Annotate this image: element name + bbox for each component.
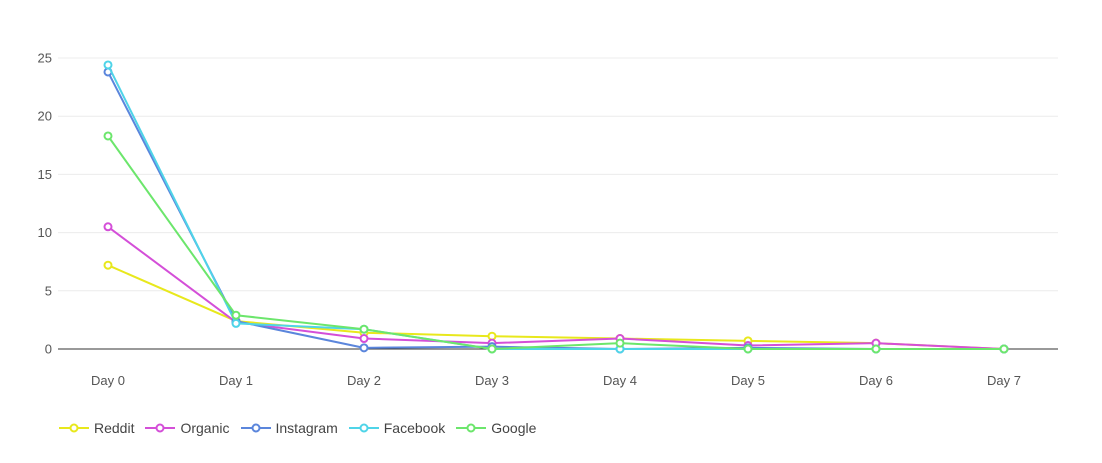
data-point-facebook <box>231 318 241 328</box>
data-point-google <box>871 344 881 354</box>
legend-label: Google <box>491 420 537 436</box>
series-line-facebook <box>107 64 1004 350</box>
data-point-google <box>615 338 625 348</box>
legend-item-reddit[interactable]: Reddit <box>58 420 134 436</box>
x-tick-label: Day 5 <box>731 373 765 388</box>
legend-item-facebook[interactable]: Facebook <box>348 420 445 436</box>
y-tick-label: 20 <box>38 109 52 124</box>
series-reddit <box>103 260 1009 354</box>
series-organic <box>103 222 1009 354</box>
series-facebook <box>103 60 1009 354</box>
x-tick-label: Day 6 <box>859 373 893 388</box>
series-line-google <box>107 135 1004 350</box>
y-tick-label: 5 <box>45 283 52 298</box>
legend-swatch-marker <box>251 423 260 433</box>
legend-swatch-instagram <box>240 423 271 433</box>
series-line-reddit <box>107 264 1005 350</box>
x-tick-label: Day 1 <box>219 373 253 388</box>
x-axis: Day 0 Day 1 Day 2 Day 3 Day 4 Day 5 Day 6 Day 7 <box>58 348 1058 388</box>
series-google <box>103 131 1009 354</box>
x-tick-label: Day 3 <box>475 373 509 388</box>
x-tick-label: Day 7 <box>987 373 1021 388</box>
data-point-organic <box>359 334 369 344</box>
data-point-google <box>487 344 497 354</box>
x-tick-label: Day 2 <box>347 373 381 388</box>
series-line-organic <box>107 225 1005 350</box>
legend-swatch-facebook <box>348 423 379 433</box>
data-point-reddit <box>103 260 113 270</box>
data-point-organic <box>103 222 113 232</box>
legend-swatch-marker <box>466 423 476 433</box>
legend-swatch-google <box>456 423 487 433</box>
legend-label: Instagram <box>275 420 338 436</box>
series-layer <box>103 60 1009 354</box>
legend-item-organic[interactable]: Organic <box>144 420 230 436</box>
x-tick-label: Day 0 <box>91 373 125 388</box>
legend-swatch-marker <box>69 423 79 433</box>
grid-lines <box>58 57 1058 292</box>
data-point-google <box>231 310 241 320</box>
x-tick-label: Day 4 <box>603 373 637 388</box>
data-point-google <box>103 131 113 141</box>
legend-label: Facebook <box>383 420 446 436</box>
data-point-google <box>999 344 1009 354</box>
data-point-google <box>359 324 369 334</box>
series-line-instagram <box>107 71 1004 350</box>
y-tick-label: 15 <box>38 167 52 182</box>
legend: Reddit Organic Instagram Facebook Google <box>58 420 536 436</box>
y-tick-label: 25 <box>38 51 52 66</box>
legend-swatch-marker <box>359 423 369 433</box>
data-point-google <box>743 344 753 354</box>
legend-swatch-marker <box>155 423 165 433</box>
series-instagram <box>103 67 1009 354</box>
legend-swatch-organic <box>145 423 176 433</box>
legend-swatch-reddit <box>59 423 89 433</box>
data-point-facebook <box>103 60 113 70</box>
legend-item-google[interactable]: Google <box>455 420 536 436</box>
data-point-instagram <box>359 343 369 353</box>
legend-label: Organic <box>180 420 230 436</box>
y-tick-label: 0 <box>45 342 52 357</box>
y-tick-label: 10 <box>38 225 52 240</box>
y-axis: 0 5 10 15 20 25 <box>38 51 52 357</box>
legend-item-instagram[interactable]: Instagram <box>240 420 338 436</box>
legend-label: Reddit <box>94 420 135 436</box>
data-point-reddit <box>487 331 497 341</box>
